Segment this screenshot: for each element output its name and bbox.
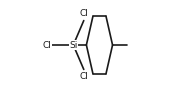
- Text: Si: Si: [69, 40, 77, 50]
- Text: Cl: Cl: [79, 72, 88, 81]
- Text: Cl: Cl: [43, 40, 51, 50]
- Text: Cl: Cl: [79, 9, 88, 18]
